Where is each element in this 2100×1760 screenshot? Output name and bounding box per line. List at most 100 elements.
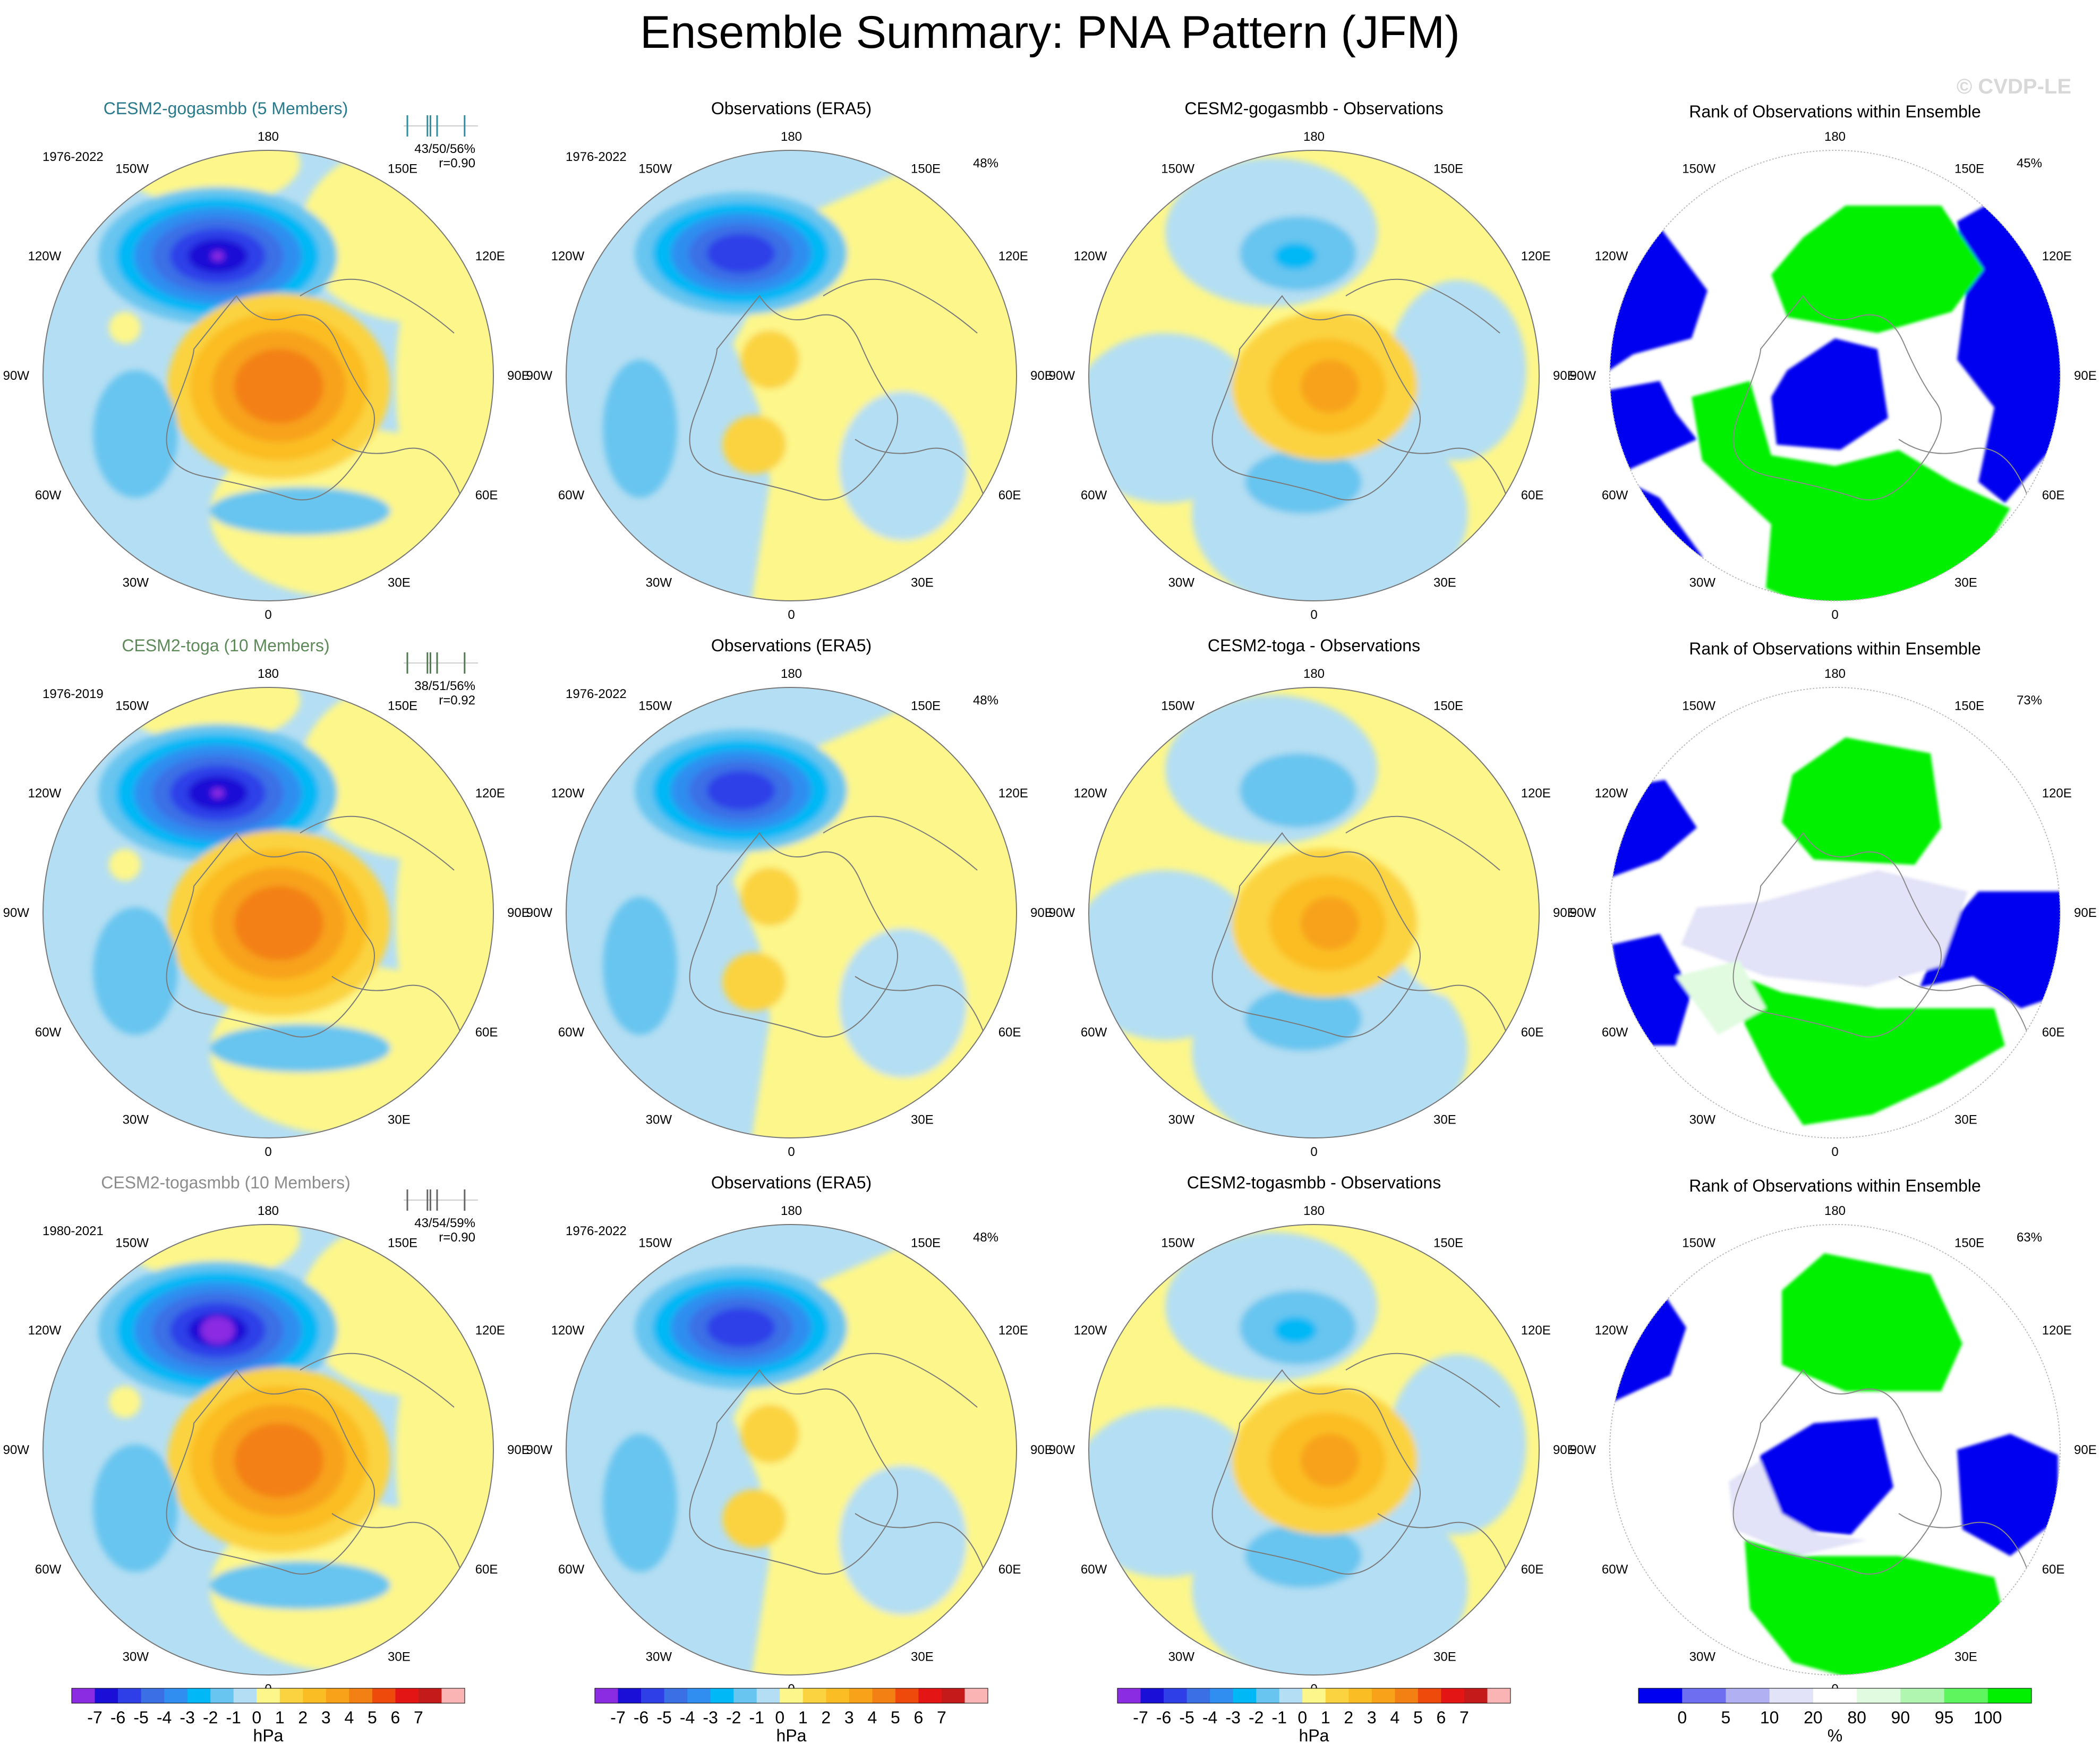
colorbar-tick: 3 [1367, 1708, 1377, 1727]
lon-label-120w: 120W [551, 249, 585, 263]
map-field [1089, 1225, 1539, 1675]
colorbar-swatch [1279, 1688, 1303, 1703]
colorbar-swatch [1638, 1688, 1683, 1703]
colorbar-tick: -3 [180, 1708, 194, 1727]
rank-regions [1610, 1253, 2058, 1675]
pattern-correlation-pct: 63% [2017, 1230, 2042, 1245]
map-border [42, 687, 494, 1138]
region-rank-high-1 [1771, 206, 1984, 333]
region-rank-lightgreen [1676, 960, 1766, 1035]
lon-label-150e: 150E [388, 1236, 417, 1250]
colorbar-swatch [618, 1688, 642, 1703]
contour-gulf-low [93, 1444, 178, 1572]
region-small [109, 849, 141, 881]
contour-pacific-low-min [211, 251, 224, 261]
panel-rank-row1: Rank of Observations within Ensemble 180 1… [1570, 102, 2097, 622]
ensemble-ticks [404, 1189, 478, 1211]
colorbar-swatch [141, 1688, 165, 1703]
lon-label-90w: 90W [526, 906, 553, 920]
field-contours [603, 1248, 1017, 1675]
map-border [566, 687, 1017, 1138]
lon-label-120e: 120E [998, 786, 1028, 801]
lon-label-120e: 120E [1521, 249, 1551, 263]
colorbar-tick: 5 [368, 1708, 377, 1727]
contour-pacific-low-min [201, 1316, 235, 1344]
colorbar-tick: 5 [1721, 1708, 1731, 1727]
map-border [566, 1224, 1017, 1676]
coastline-asia [823, 278, 978, 334]
colorbar-swatch [279, 1688, 303, 1703]
lon-label-30w: 30W [1168, 1113, 1195, 1127]
lon-label-30w: 30W [1689, 1113, 1716, 1127]
lon-label-60w: 60W [558, 488, 585, 503]
contour-na-high-4 [234, 349, 323, 423]
region-small [109, 1386, 141, 1418]
rank-regions [1610, 200, 2060, 601]
contour-atlantic-high [722, 953, 786, 1011]
lon-label-120w: 120W [551, 1323, 585, 1338]
lon-label-30e: 30E [388, 576, 411, 590]
contour-diff-atlantic-low [1245, 987, 1362, 1051]
contour-diff-high-3 [1301, 897, 1359, 950]
lon-label-0: 0 [1310, 608, 1317, 622]
lon-label-180: 180 [1824, 1204, 1846, 1218]
colorbar-swatch [1233, 1688, 1257, 1703]
lon-label-150e: 150E [1954, 1236, 1984, 1250]
colorbar-swatch [1371, 1688, 1395, 1703]
lon-label-30e: 30E [1433, 576, 1456, 590]
lon-label-150e: 150E [388, 699, 417, 713]
colorbar-swatch [941, 1688, 965, 1703]
obs-title: Observations (ERA5) [711, 1173, 872, 1192]
region-europe-low [839, 929, 967, 1077]
contour-diff-low [1240, 753, 1356, 828]
colorbar-swatch [687, 1688, 711, 1703]
colorbar-swatch [72, 1688, 96, 1703]
panel-obs-row3: Observations (ERA5)180150E120E90E60E30E0… [526, 1173, 1053, 1696]
region-tropical-pacific [119, 150, 300, 206]
lon-label-90w: 90W [3, 369, 30, 383]
lon-label-90w: 90W [1570, 369, 1597, 383]
contour-diff-high-3 [1301, 1434, 1359, 1487]
colorbar-tick: -4 [157, 1708, 172, 1727]
lon-label-150w: 150W [1682, 161, 1715, 176]
rank-field [1610, 1225, 2060, 1675]
panel-diff-row3: CESM2-togasmbb - Observations 180 150E 120E… [1049, 1173, 1576, 1696]
diff-title: CESM2-gogasmbb - Observations [1184, 99, 1443, 118]
colorbar-tick: -2 [726, 1708, 741, 1727]
contour-na-high [741, 868, 799, 926]
colorbar-swatch [1256, 1688, 1280, 1703]
lon-label-60w: 60W [35, 1562, 62, 1577]
lon-label-0: 0 [788, 608, 795, 622]
lon-label-120e: 120E [475, 1323, 505, 1338]
lon-label-180: 180 [1824, 130, 1846, 144]
map-field [1089, 687, 1539, 1138]
colorbar-swatch [1210, 1688, 1234, 1703]
field-contours [1089, 1232, 1526, 1675]
field-contours [1089, 158, 1526, 601]
lon-label-150e: 150E [911, 161, 941, 176]
lon-label-120w: 120W [1074, 1323, 1107, 1338]
colorbar-swatch [826, 1688, 850, 1703]
colorbar-tick: 2 [821, 1708, 831, 1727]
colorbar-hpa-3: -7 -6 -5 -4 -3 -2 -1 0 1 2 3 4 5 6 7 hPa [1117, 1688, 1511, 1745]
panel-grid: CESM2-gogasmbb (5 Members) 180 150E 120E 90E… [3, 99, 2097, 1696]
lon-label-180: 180 [1824, 667, 1846, 681]
lon-label-120e: 120E [2042, 249, 2072, 263]
coastline-north-america [1732, 1369, 1942, 1575]
lon-label-120w: 120W [28, 1323, 62, 1338]
colorbar-tick: -2 [203, 1708, 218, 1727]
colorbar-tick: 3 [321, 1708, 331, 1727]
colorbar-tick: 4 [1390, 1708, 1399, 1727]
region-europe-low [839, 1466, 967, 1614]
lon-label-180: 180 [1303, 667, 1325, 681]
lon-label-60e: 60E [475, 1025, 498, 1040]
colorbar-tick: -5 [656, 1708, 671, 1727]
lon-label-90w: 90W [1049, 1443, 1075, 1457]
colorbar-tick: -5 [133, 1708, 148, 1727]
lon-label-180: 180 [258, 1204, 279, 1218]
map-border [1088, 150, 1540, 601]
field-contours [603, 174, 1017, 601]
colorbar-tick: 0 [1297, 1708, 1307, 1727]
lon-label-90w: 90W [1049, 369, 1075, 383]
